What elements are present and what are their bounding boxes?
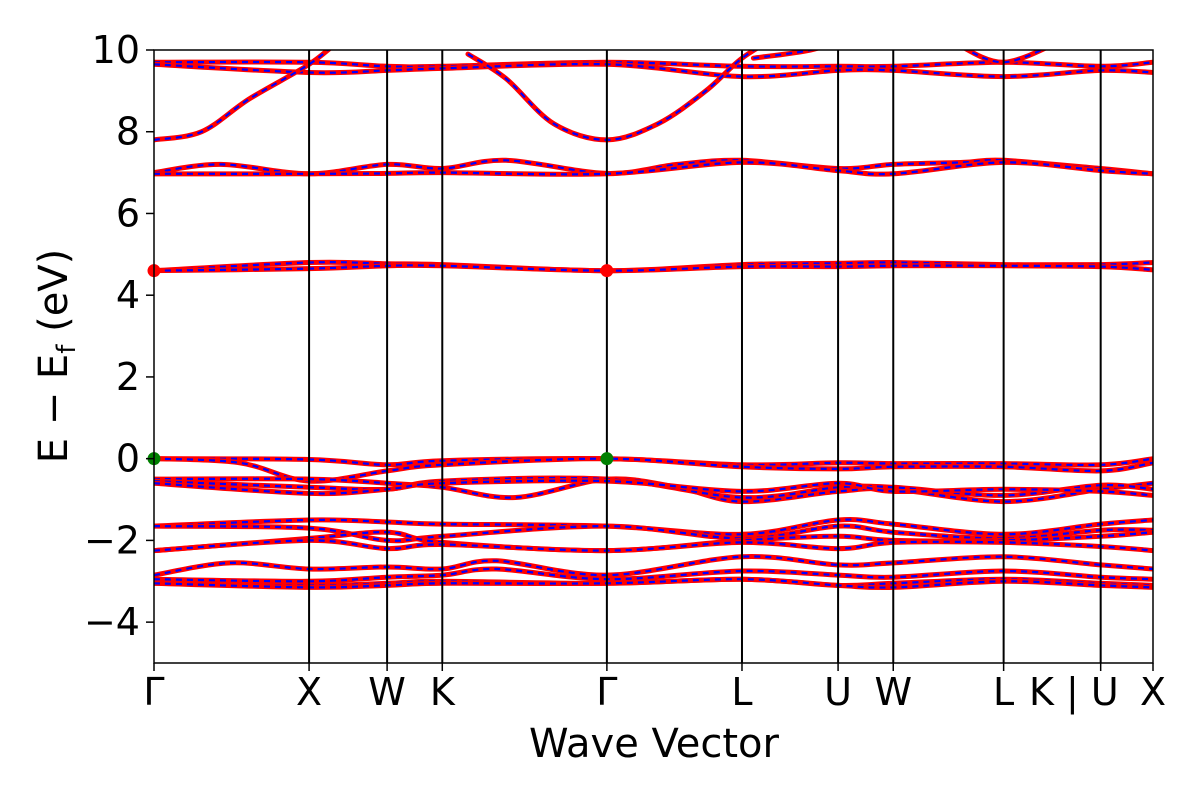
x-tick-label: Γ bbox=[143, 670, 164, 714]
y-tick-label: 6 bbox=[116, 191, 140, 235]
plot-frame bbox=[153, 49, 1154, 664]
y-tick-label: 8 bbox=[116, 110, 140, 154]
x-tick-label: W bbox=[368, 670, 406, 714]
band-line-dashed bbox=[154, 539, 1153, 552]
band-line-dashed bbox=[154, 158, 1153, 175]
x-tick-label: K | U bbox=[1029, 670, 1119, 715]
extremum-marker bbox=[600, 452, 614, 466]
y-tick-label: 4 bbox=[116, 273, 140, 317]
band-line-dashed bbox=[154, 476, 1153, 499]
k-point-dividers bbox=[308, 50, 1102, 663]
band-line-dashed bbox=[467, 50, 757, 142]
band-line bbox=[154, 50, 332, 143]
band-line-dashed bbox=[154, 50, 330, 141]
x-tick-label: L bbox=[731, 670, 752, 714]
extrema-markers bbox=[147, 264, 614, 466]
x-tick-label: Γ bbox=[596, 670, 617, 714]
x-tick-label: K bbox=[430, 670, 456, 714]
band-line-dashed bbox=[154, 457, 1153, 467]
band-line bbox=[750, 50, 821, 61]
y-tick-label: 2 bbox=[116, 355, 140, 399]
extremum-marker bbox=[600, 264, 614, 278]
x-tick-label: L bbox=[993, 670, 1014, 714]
band-line-dashed bbox=[154, 479, 1153, 497]
x-tick-label: W bbox=[874, 670, 912, 714]
y-tick-label: −4 bbox=[84, 600, 140, 644]
y-tick-label: 10 bbox=[92, 28, 140, 72]
x-axis-title: Wave Vector bbox=[529, 721, 780, 767]
x-tick-label: U bbox=[824, 670, 852, 714]
band-line-dashed bbox=[154, 161, 1153, 176]
x-tick-label: X bbox=[1140, 670, 1166, 714]
y-tick-label: −2 bbox=[84, 518, 140, 562]
y-axis-title-unit: (eV) bbox=[31, 249, 77, 345]
band-line-dashed bbox=[753, 50, 816, 60]
y-axis-title-subscript: f bbox=[52, 344, 82, 354]
band-line-dashed bbox=[154, 518, 1153, 536]
band-line-dashed bbox=[154, 60, 1153, 68]
band-line-dashed bbox=[154, 264, 1153, 272]
band-line-dashed bbox=[154, 261, 1153, 272]
x-tick-label: X bbox=[296, 670, 322, 714]
y-axis-ticks: −4 −2 0 2 4 6 8 10 bbox=[84, 28, 154, 644]
y-tick-label: 0 bbox=[116, 437, 140, 481]
y-axis-title-main: E − E bbox=[31, 354, 77, 464]
band-line-dashed bbox=[154, 62, 1153, 78]
y-axis-title: E − Ef (eV) bbox=[31, 249, 82, 464]
band-line-dashed bbox=[154, 578, 1153, 589]
